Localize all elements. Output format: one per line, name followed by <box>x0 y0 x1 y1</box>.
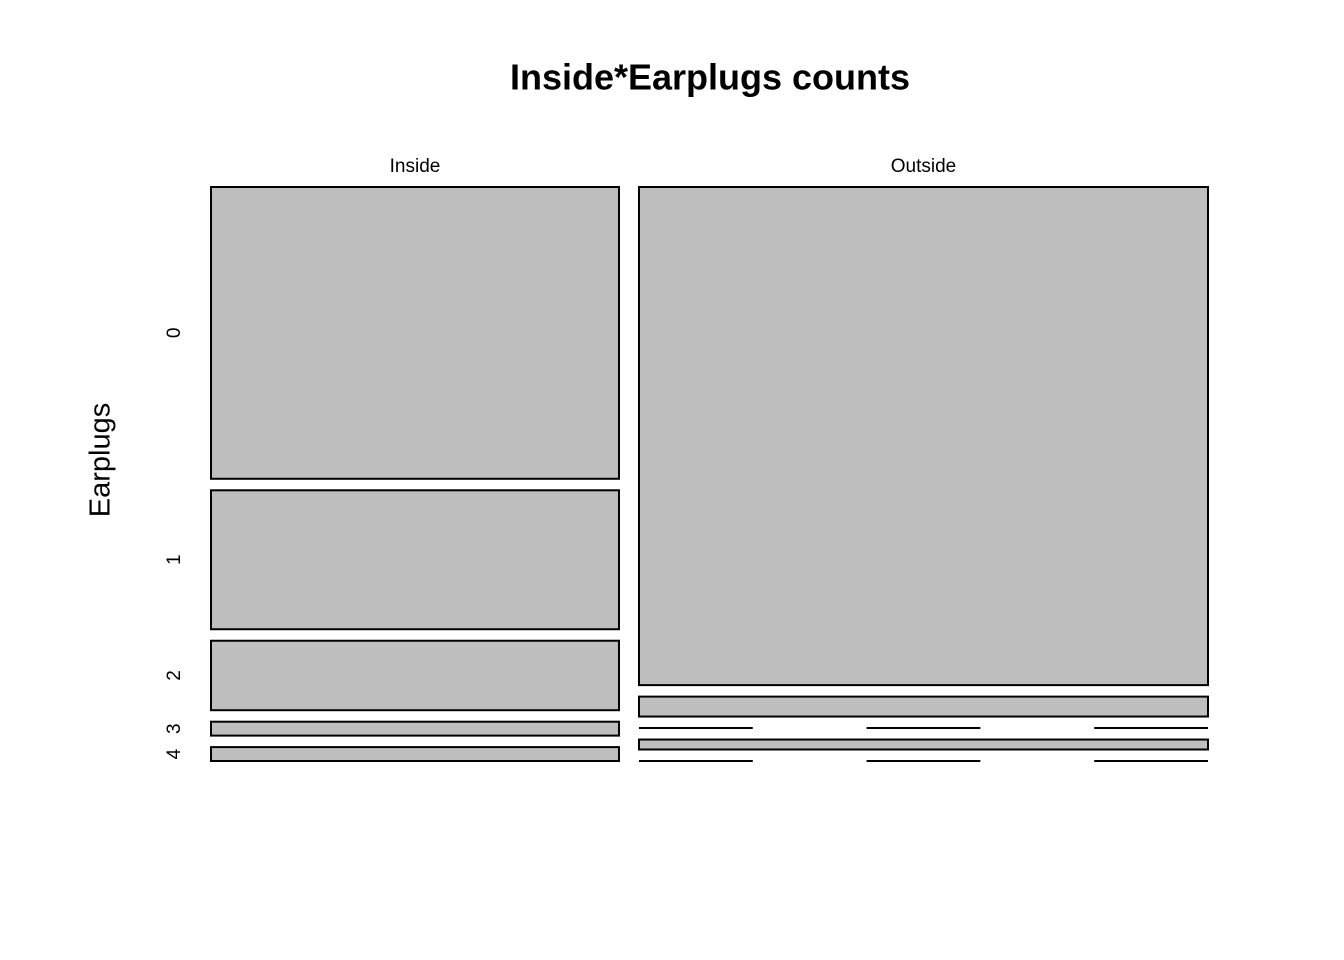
mosaic-cell <box>210 720 620 737</box>
y-tick-label: 2 <box>164 670 185 681</box>
mosaic-cell <box>210 639 620 712</box>
mosaic-cell <box>637 695 1209 718</box>
y-tick-label: 1 <box>164 554 185 565</box>
x-tick-label: Inside <box>390 156 441 177</box>
y-axis-label: Earplugs <box>85 403 117 517</box>
y-tick-label: 4 <box>164 748 185 759</box>
mosaic-cell <box>210 746 620 763</box>
mosaic-cell <box>637 186 1209 687</box>
y-tick-label: 0 <box>164 328 185 339</box>
chart-title: Inside*Earplugs counts <box>510 57 910 98</box>
mosaic-cell <box>210 489 620 631</box>
y-tick-label: 3 <box>164 723 185 734</box>
mosaic-cell <box>210 186 620 480</box>
x-tick-label: Outside <box>891 156 956 177</box>
mosaic-cell <box>637 738 1209 751</box>
